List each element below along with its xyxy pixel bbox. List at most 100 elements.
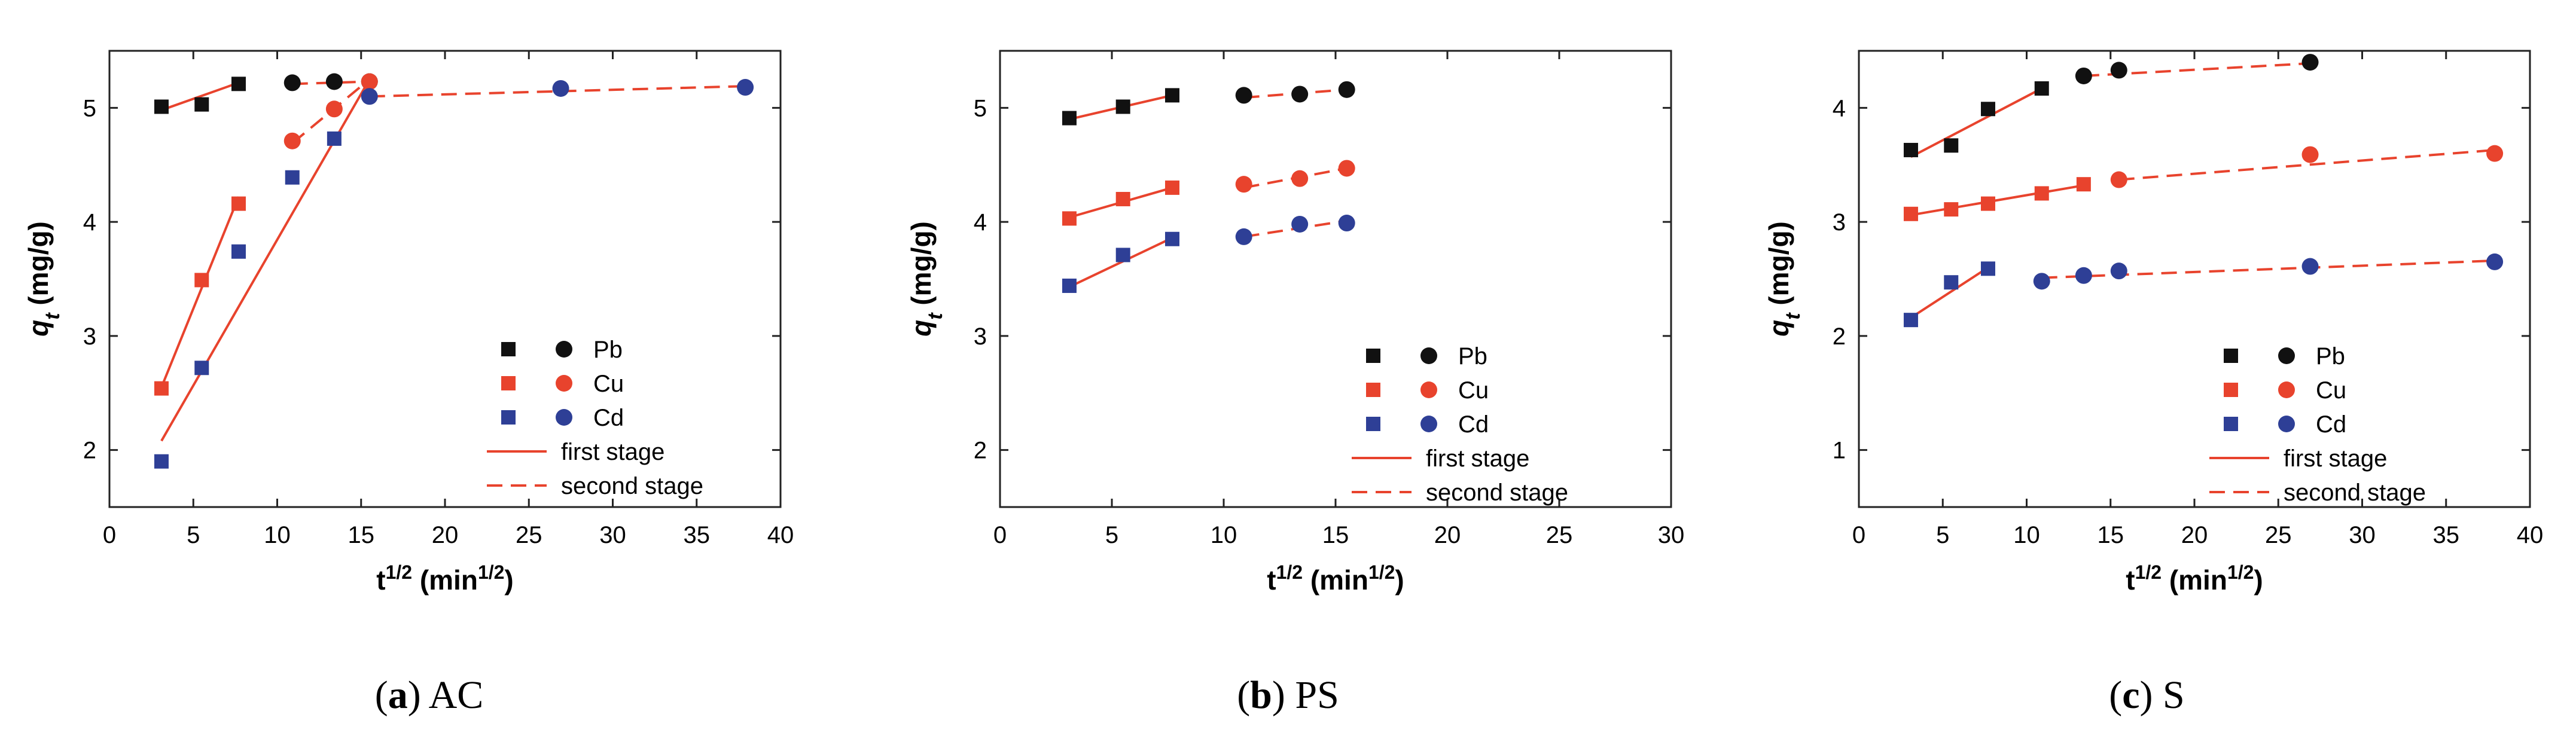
x-tick-label: 10 [264,522,291,548]
data-point-circle-cd [2110,262,2127,280]
x-axis-label-part: (min [1303,564,1368,596]
caption-name: S [2163,673,2185,717]
y-tick-label: 2 [1833,323,1846,350]
legend-circle-pb [556,341,572,358]
x-tick-label: 25 [516,522,542,548]
legend-label-second: second stage [2284,480,2426,506]
data-point-square-pb [154,99,169,114]
legend-label-cd: Cd [593,405,624,431]
x-tick-label: 20 [1434,522,1461,548]
legend-label-first: first stage [561,439,664,465]
x-tick-label: 30 [599,522,626,548]
x-axis-label: t1/2 (min1/2) [1267,561,1404,596]
x-tick-label: 15 [2098,522,2124,548]
fit-line-first-cd [1069,237,1173,288]
x-tick-label: 15 [1322,522,1349,548]
y-axis-label-part: (mg/g) [23,221,54,313]
legend-label-pb: Pb [1458,343,1487,370]
y-axis-label-part: t [924,312,947,320]
legend-square-cu [2224,383,2238,397]
data-point-circle-cu [361,73,378,90]
legend-label-first: first stage [1426,445,1529,472]
data-point-square-cu [2076,177,2091,192]
x-tick-label: 10 [1211,522,1237,548]
x-tick-label: 35 [2433,522,2460,548]
x-tick-label: 15 [348,522,375,548]
x-tick-label: 0 [993,522,1007,548]
legend-square-cd [2224,417,2238,431]
y-axis-label-part: (mg/g) [1763,221,1794,313]
legend-label-pb: Pb [2316,343,2345,370]
plot-frame [108,50,782,508]
data-point-square-pb [2034,81,2049,96]
x-axis-label-part: 1/2 [478,561,504,583]
x-tick-label: 40 [2517,522,2544,548]
data-point-circle-pb [1338,81,1355,98]
legend-label-cd: Cd [2316,411,2346,438]
legend-circle-cu [1420,381,1437,398]
x-tick-label: 25 [1546,522,1573,548]
x-axis-label-part: 1/2 [2135,561,2162,583]
data-point-circle-cd [2033,273,2050,290]
x-axis-label-part: 1/2 [386,561,412,583]
x-axis-label-part: (min [412,564,478,596]
data-point-circle-cu [325,100,343,118]
data-point-square-cu [2034,186,2049,201]
data-point-circle-pb [2301,54,2319,71]
legend-label-cu: Cu [1458,377,1489,404]
legend-circle-pb [2278,347,2295,364]
caption-ps: (b) PS [1237,673,1339,717]
x-tick-label: 5 [187,522,200,548]
data-point-square-cd [1115,248,1130,262]
x-axis-label-part: 1/2 [1276,561,1303,583]
y-axis-label-part: q [1763,320,1794,337]
data-point-circle-cd [2075,267,2092,284]
data-point-square-pb [1164,88,1179,103]
y-axis-label-part: t [1782,312,1804,320]
data-point-circle-cu [2486,145,2504,162]
data-point-circle-cd [2486,253,2504,270]
data-point-square-cd [194,361,209,375]
legend-square-pb [1366,349,1380,363]
data-point-square-cd [1903,313,1918,328]
caption-letter: c [2122,673,2140,717]
legend-label-first: first stage [2284,445,2387,472]
x-tick-label: 5 [1936,522,1949,548]
y-tick-label: 2 [974,438,987,464]
data-point-circle-pb [283,74,301,91]
legend-label-pb: Pb [593,337,623,363]
caption-s: (c) S [2109,673,2185,717]
x-axis-label-part: (min [2162,564,2227,596]
x-tick-label: 0 [103,522,116,548]
data-point-square-cu [194,273,209,288]
data-point-square-cu [154,381,169,396]
caption-ac: (a) AC [374,673,484,717]
data-point-circle-pb [1235,87,1252,104]
legend-label-cu: Cu [593,371,624,397]
data-point-square-cu [1944,202,1959,217]
data-point-circle-cd [1338,215,1355,232]
y-tick-label: 2 [83,438,96,464]
data-point-square-cd [1944,275,1959,290]
fit-line-first-pb [161,81,239,112]
data-point-square-cu [1115,191,1130,206]
data-point-square-cd [154,454,169,469]
data-point-square-cd [327,131,342,146]
data-point-circle-pb [2110,62,2127,79]
data-point-square-pb [1944,138,1959,153]
x-axis-label-part: ) [504,564,513,596]
data-point-circle-cd [361,88,378,105]
legend-circle-pb [1420,347,1437,364]
caption-letter: b [1250,673,1272,717]
data-point-square-cu [1164,180,1179,195]
data-point-square-pb [194,97,209,112]
legend-circle-cd [556,409,572,426]
legend-circle-cu [2278,381,2295,398]
legend-square-cd [501,410,516,425]
fit-line-first-cd [1910,266,1989,319]
data-point-circle-cu [2301,146,2319,163]
fit-line-first-cu [1910,184,2084,216]
chart-panel-ac: 0 5 10 15 20 25 30 35 40 2 3 4 5 t1/2 (min1/2) qt (mg/… [0,0,858,748]
